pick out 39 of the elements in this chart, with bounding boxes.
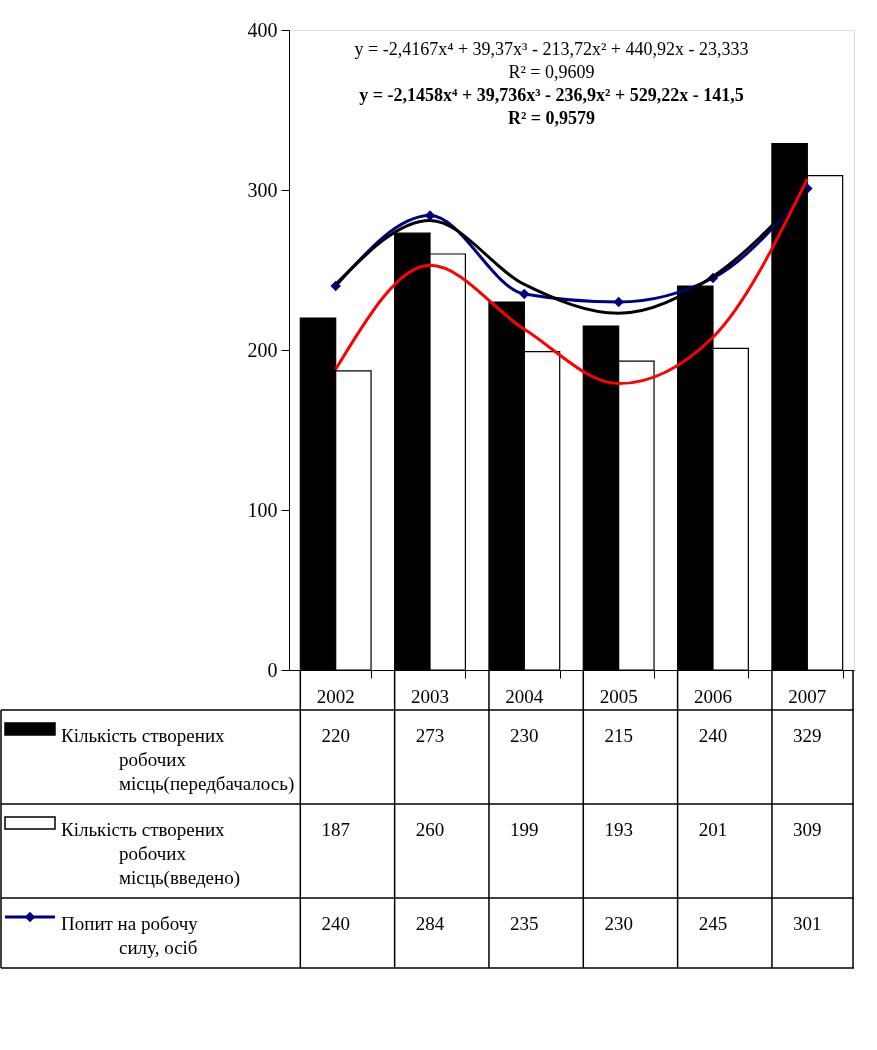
data-label: 245	[698, 913, 728, 934]
data-label: 260	[415, 819, 445, 840]
data-label: 201	[698, 819, 728, 840]
data-label: 284	[415, 913, 445, 934]
data-label: 230	[510, 725, 539, 746]
data-label: 235	[510, 913, 539, 934]
data-label: 215	[604, 725, 633, 746]
annotation: R² = 0,9579	[507, 108, 596, 128]
data-label: 187	[321, 819, 350, 840]
legend-label: Кількість створених робочих місць(введено)	[61, 819, 241, 889]
data-label: 230	[604, 913, 633, 934]
legend-label: Попит на робочу силу, осіб	[61, 913, 199, 958]
data-label: 199	[510, 819, 539, 840]
x-tick-label: 2005	[599, 686, 638, 707]
line-series	[334, 177, 809, 386]
legend-label: Кількість створених робочих місць(передбачалось)	[61, 725, 295, 795]
data-label: 240	[698, 725, 728, 746]
data-label: 220	[321, 725, 350, 746]
point	[613, 296, 624, 308]
x-tick-label: 2007	[788, 686, 827, 707]
data-label: 329	[793, 725, 822, 746]
annotation: y = -2,1458x⁴ + 39,736x³ - 236,9x² + 529,22x - 141,5	[359, 85, 744, 105]
point	[519, 288, 530, 300]
data-label: 273	[415, 725, 445, 746]
data-label: 193	[604, 819, 633, 840]
data-label: 301	[793, 913, 822, 934]
y-tick-label: 200	[247, 338, 278, 361]
data-label: 309	[793, 819, 822, 840]
y-tick-label: 300	[247, 178, 278, 201]
x-tick-label: 2003	[411, 686, 450, 707]
y-tick-label: 0	[267, 658, 278, 681]
annotation: y = -2,4167x⁴ + 39,37x³ - 213,72x² + 440,92x - 23,333	[354, 39, 749, 59]
x-tick-label: 2002	[316, 686, 355, 707]
x-tick-label: 2006	[693, 686, 732, 707]
y-tick-label: 100	[247, 498, 278, 521]
data-label: 240	[321, 913, 350, 934]
x-tick-label: 2004	[505, 686, 544, 707]
annotation: R² = 0,9609	[508, 62, 595, 82]
y-tick-label: 400	[247, 18, 278, 41]
